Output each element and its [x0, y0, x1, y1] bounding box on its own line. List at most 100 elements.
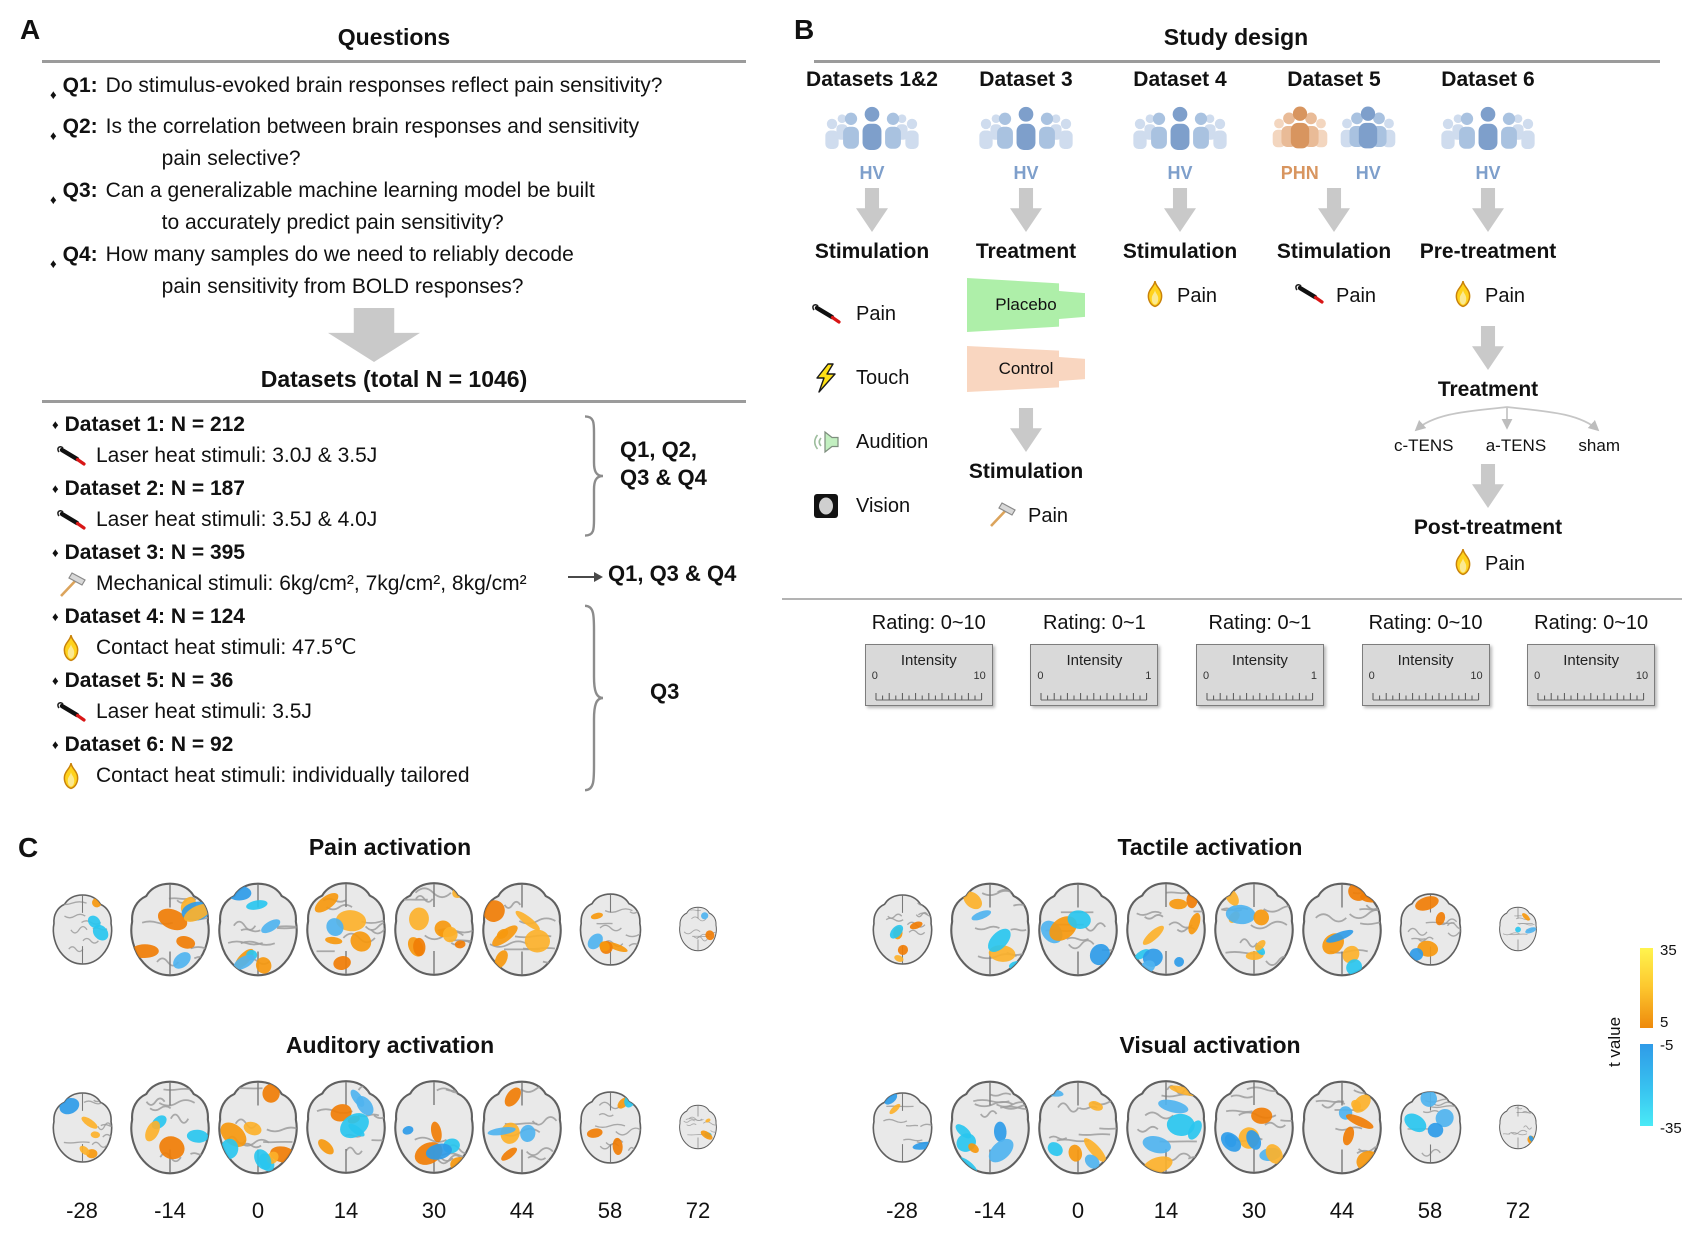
scale-min: 0: [1202, 670, 1210, 682]
brain-slice-row: [38, 866, 742, 992]
rating-label: Rating: 0~10: [871, 612, 986, 634]
scale-max: 10: [1470, 670, 1483, 682]
down-arrow: [1318, 188, 1350, 232]
rating-cell: Rating: 0~10 Intensity 0 10: [1512, 612, 1670, 706]
intensity-title: Intensity: [1563, 652, 1620, 669]
datasets-list: ♦ Dataset 1: N = 212 Laser heat stimuli: …: [52, 410, 582, 794]
scale-max: 10: [973, 670, 986, 682]
group-label: HV: [1013, 163, 1039, 183]
colorbar-tick: -35: [1660, 1120, 1682, 1137]
divider: [814, 60, 1660, 63]
flame-icon: [52, 634, 90, 662]
dataset-name: Dataset 4: N = 124: [64, 605, 245, 628]
brain-slice: [52, 893, 112, 965]
down-arrow: [1472, 326, 1504, 370]
column-header: Datasets 1&2: [806, 68, 938, 91]
intensity-title: Intensity: [1232, 652, 1288, 669]
phase-label: Stimulation: [1276, 240, 1392, 263]
question-id: Q4:: [62, 243, 98, 266]
slice-coordinate: 14: [1153, 1198, 1179, 1223]
flame-icon: [1451, 280, 1475, 313]
stimulus-label: Touch: [856, 366, 910, 389]
column-header: Dataset 6: [1441, 68, 1535, 91]
rating-label: Rating: 0~1: [1208, 612, 1312, 634]
brain-slice-row: [858, 866, 1562, 992]
scale-min: 0: [1534, 670, 1541, 682]
question-item: ♦ Q4: How many samples do we need to rel…: [50, 239, 758, 303]
stimulus-row: Pain: [808, 282, 948, 346]
laser-icon: [808, 302, 844, 326]
brain-slice: [306, 1080, 386, 1174]
column-header: Dataset 5: [1287, 68, 1381, 91]
slice-coordinate: 30: [421, 1198, 447, 1223]
down-arrow: [1010, 188, 1042, 232]
panel-a: A Questions ♦ Q1: Do stimulus-evoked bra…: [14, 10, 762, 814]
question-id: Q1:: [62, 74, 98, 97]
dataset-name: Dataset 5: N = 36: [64, 669, 234, 692]
brain-slice: [1214, 1080, 1294, 1174]
brain-slice: [1399, 892, 1461, 966]
placebo-box: Placebo: [967, 278, 1085, 332]
stimulus-row: Pain: [1412, 280, 1564, 312]
down-arrow: [1010, 408, 1042, 452]
slice-coordinate: -28: [66, 1198, 98, 1223]
diamond-bullet-icon: ♦: [50, 87, 57, 102]
panel-a-label: A: [20, 14, 41, 45]
colorbar-label: t value: [1605, 1016, 1625, 1068]
laser-icon: [52, 700, 90, 724]
stimulus-row: Pain: [950, 500, 1102, 532]
diamond-bullet-icon: ♦: [50, 192, 57, 207]
brain-slice: [130, 1080, 210, 1174]
dataset-item: ♦ Dataset 6: N = 92 Contact heat stimuli:…: [52, 730, 582, 794]
group-label: HV: [859, 163, 885, 183]
control-box: Control: [967, 346, 1085, 392]
stimulus-row: Vision: [808, 474, 948, 538]
hammer-icon: [52, 570, 90, 598]
intensity-scale: Intensity 0 1: [1030, 644, 1159, 706]
brain-slice: [872, 1091, 932, 1163]
slice-coordinate: 58: [1417, 1198, 1443, 1223]
brain-slice: [1302, 1080, 1382, 1174]
intensity-title: Intensity: [900, 652, 957, 669]
diamond-bullet-icon: ♦: [52, 737, 59, 752]
panel-b-label: B: [794, 14, 815, 45]
study-column-dataset-3: Dataset 3 HV Treatment Placebo Control S…: [950, 68, 1102, 580]
lightning-icon: [808, 363, 844, 393]
treatment-branch-arrows: [1414, 406, 1600, 432]
colorbar-tick: 35: [1660, 942, 1677, 959]
dataset-item: ♦ Dataset 2: N = 187 Laser heat stimuli: …: [52, 474, 582, 538]
mapping-text: Q3 & Q4: [620, 465, 707, 490]
phase-label: Stimulation: [968, 460, 1084, 483]
laser-icon: [52, 444, 90, 468]
panel-c-label: C: [18, 832, 39, 863]
dataset-name: Dataset 2: N = 187: [64, 477, 245, 500]
divider: [42, 400, 746, 403]
brain-slice: [482, 1080, 562, 1174]
slice-coordinate: 14: [333, 1198, 359, 1223]
colorbar-tick: 5: [1660, 1014, 1669, 1031]
slice-coordinate: -28: [886, 1198, 918, 1223]
panel-b: B Study design Datasets 1&2 HV Stimulati…: [766, 10, 1696, 730]
scale-max: 1: [1310, 670, 1317, 682]
brain-slice: [1399, 1090, 1461, 1164]
dataset-stimuli: Contact heat stimuli: 47.5℃: [96, 636, 357, 659]
down-arrow: [1164, 188, 1196, 232]
brain-slice: [1302, 882, 1382, 976]
brain-slice: [1499, 1104, 1537, 1150]
group-label: HV: [1475, 163, 1501, 183]
dataset-stimuli: Laser heat stimuli: 3.0J & 3.5J: [96, 444, 378, 467]
slice-coordinate: 0: [1071, 1198, 1085, 1223]
participants-row: HV: [950, 102, 1102, 183]
treatment-option: a-TENS: [1485, 436, 1547, 455]
stimulus-label: Pain: [1176, 284, 1218, 307]
dataset-stimuli: Laser heat stimuli: 3.5J: [96, 700, 312, 723]
stimulus-row: Audition: [808, 410, 948, 474]
stimulus-row: Pain: [1104, 280, 1256, 312]
treatment-option: sham: [1578, 436, 1620, 455]
down-arrow: [328, 308, 420, 362]
brain-slice: [1214, 882, 1294, 976]
stimulus-label: Pain: [1484, 284, 1526, 307]
brain-slice: [872, 893, 932, 965]
dataset-stimuli: Mechanical stimuli: 6kg/cm², 7kg/cm², 8k…: [96, 572, 527, 595]
diamond-bullet-icon: ♦: [52, 481, 59, 496]
